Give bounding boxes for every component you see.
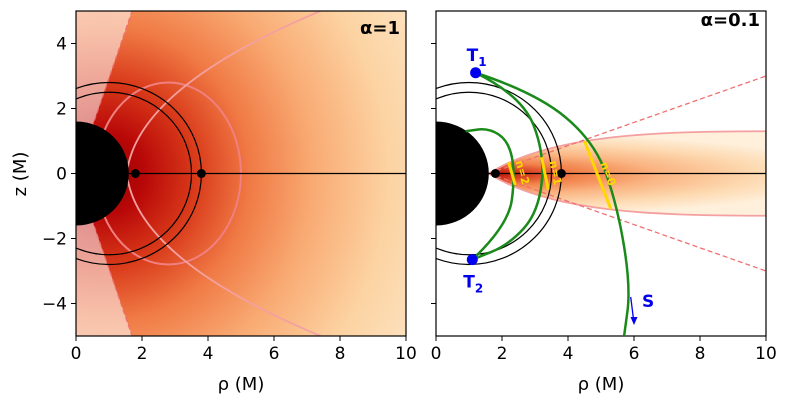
cone-line-1 xyxy=(488,172,766,272)
x-tick-label-10: 10 xyxy=(755,344,777,364)
isco-point-1 xyxy=(196,169,206,178)
black-hole xyxy=(436,121,489,226)
y-tick-label-4: 4 xyxy=(56,35,67,55)
x-tick-label-8: 8 xyxy=(335,344,346,364)
x-tick-label-0: 0 xyxy=(431,344,442,364)
y-axis-label: z (M) xyxy=(10,152,31,197)
panel-title-left: α=1 xyxy=(360,18,400,39)
x-tick-label-6: 6 xyxy=(629,344,640,364)
source-label: S xyxy=(642,292,654,312)
ticks-left: 0 2 4 6 8 10 −4 −2 0 2 4 xyxy=(42,35,417,365)
photon-ray-1 xyxy=(471,71,544,261)
photon-ray-0 xyxy=(475,71,630,337)
mode-line-0 xyxy=(583,140,613,210)
mode-line-1 xyxy=(540,156,550,191)
panel-title-right: α=0.1 xyxy=(701,10,760,31)
x-tick-label-8: 8 xyxy=(695,344,706,364)
point-label-1: T2 xyxy=(463,273,483,296)
y-tick-label--2: −2 xyxy=(42,230,67,250)
isco-point-0 xyxy=(130,169,140,178)
x-axis-label-right: ρ (M) xyxy=(578,374,625,395)
y-tick-label-2: 2 xyxy=(56,100,67,120)
ticks-right: 0 2 4 6 8 10 xyxy=(431,43,777,364)
photon-ray-2 xyxy=(465,128,515,261)
x-tick-label-4: 4 xyxy=(203,344,214,364)
isco-point-1 xyxy=(556,169,566,178)
panel-alpha-1: 0 2 4 6 8 10 −4 −2 0 2 4 α=1 ρ (M) z (M) xyxy=(10,10,417,395)
mode-line-2 xyxy=(507,161,517,186)
mode-label-1: n=1 xyxy=(547,159,565,186)
black-hole xyxy=(76,121,129,226)
x-tick-label-2: 2 xyxy=(137,344,148,364)
x-tick-label-0: 0 xyxy=(71,344,82,364)
point-marker-0 xyxy=(470,67,482,79)
x-tick-label-10: 10 xyxy=(395,344,417,364)
plot-area-left xyxy=(76,11,406,336)
point-marker-1 xyxy=(466,254,478,266)
cone-line-0 xyxy=(488,75,766,175)
plot-area-right xyxy=(436,11,766,336)
y-tick-label-0: 0 xyxy=(56,165,67,185)
point-label-0: T1 xyxy=(467,46,487,69)
crescent-circle-1 xyxy=(436,91,553,256)
x-tick-label-2: 2 xyxy=(497,344,508,364)
contour-disk-right xyxy=(487,130,766,217)
source-arrow-head xyxy=(630,317,638,325)
x-tick-label-4: 4 xyxy=(563,344,574,364)
x-axis-label-left: ρ (M) xyxy=(218,374,265,395)
x-tick-label-6: 6 xyxy=(269,344,280,364)
isco-point-0 xyxy=(490,169,500,178)
y-tick-label--4: −4 xyxy=(42,295,67,315)
crescent-circle-1 xyxy=(76,91,193,256)
